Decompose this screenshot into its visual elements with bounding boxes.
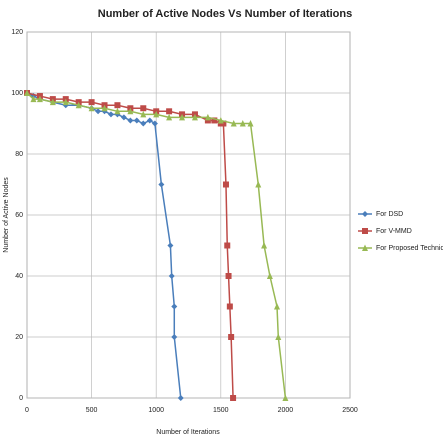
data-point [158, 181, 165, 188]
data-point [166, 113, 173, 121]
legend-label: For DSD [376, 211, 403, 218]
data-point [204, 117, 211, 124]
data-point [239, 120, 246, 127]
data-point [191, 113, 198, 121]
x-tick-label: 0 [25, 407, 29, 414]
data-point [30, 95, 37, 103]
y-tick-label: 120 [11, 29, 23, 36]
data-point [247, 120, 254, 127]
chart-title: Number of Active Nodes Vs Number of Iter… [98, 8, 352, 20]
data-point [225, 273, 232, 279]
data-point [24, 89, 30, 96]
data-point [166, 108, 173, 115]
data-point [274, 303, 281, 310]
series-line [26, 92, 287, 399]
data-point [168, 273, 175, 279]
data-point [140, 120, 147, 127]
data-point [171, 334, 178, 340]
data-point [282, 394, 289, 401]
data-point [36, 95, 43, 103]
y-tick-label: 60 [15, 212, 23, 219]
x-tick-label: 2000 [278, 407, 294, 414]
data-point [88, 104, 95, 112]
data-point [275, 333, 282, 340]
data-point [224, 242, 231, 249]
data-point [88, 99, 95, 106]
data-point [230, 395, 237, 401]
data-point [107, 111, 114, 118]
data-point [217, 116, 224, 124]
data-point [127, 107, 134, 115]
y-tick-label: 80 [15, 151, 23, 158]
y-tick-label: 0 [19, 395, 23, 402]
data-point [133, 117, 140, 124]
data-point [179, 113, 186, 121]
data-point [114, 102, 121, 109]
legend-marker [362, 211, 368, 217]
data-point [266, 272, 273, 279]
data-point [120, 114, 127, 121]
data-point [114, 107, 121, 115]
data-point [151, 120, 158, 127]
data-point [75, 101, 82, 109]
data-point [140, 110, 147, 118]
y-axis-title: Number of Active Nodes [3, 177, 10, 253]
legend-label: For V-MMD [376, 228, 412, 235]
data-point [211, 117, 218, 124]
data-point [255, 181, 262, 188]
legend-marker [362, 244, 368, 251]
data-point [220, 120, 227, 127]
data-point [62, 98, 69, 106]
data-point [230, 120, 237, 127]
y-tick-label: 100 [11, 90, 23, 97]
legend-label: For Proposed Technique [376, 245, 443, 252]
data-point [140, 105, 147, 112]
data-point [146, 117, 153, 124]
data-point [204, 113, 211, 121]
data-point [127, 117, 134, 124]
data-point [49, 98, 56, 106]
x-tick-label: 2500 [342, 407, 358, 414]
x-axis-title: Number of Iterations [156, 429, 220, 436]
data-point [226, 303, 233, 310]
data-point [177, 395, 184, 401]
legend-marker [362, 228, 368, 234]
y-tick-label: 20 [15, 334, 23, 341]
data-point [228, 334, 235, 340]
data-point [95, 108, 102, 115]
data-point [101, 104, 108, 112]
data-point [171, 303, 178, 310]
x-tick-label: 1000 [148, 407, 164, 414]
data-point [167, 242, 174, 249]
x-tick-label: 1500 [213, 407, 229, 414]
data-point [153, 110, 160, 118]
x-tick-label: 500 [86, 407, 98, 414]
data-point [261, 242, 268, 249]
y-tick-label: 40 [15, 273, 23, 280]
data-point [222, 181, 229, 188]
